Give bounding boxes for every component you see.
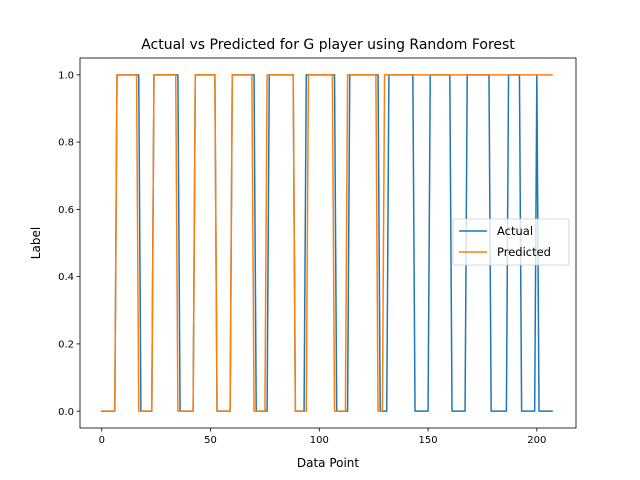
x-tick-label: 100	[310, 435, 329, 446]
series-layer	[101, 74, 553, 412]
chart-title: Actual vs Predicted for G player using R…	[141, 37, 515, 53]
x-tick-label: 0	[99, 435, 105, 446]
x-tick-label: 50	[204, 435, 217, 446]
legend-label-actual: Actual	[497, 224, 533, 238]
y-axis-label: Label	[29, 227, 43, 259]
series-line-actual	[101, 74, 553, 412]
legend-label-predicted: Predicted	[497, 245, 551, 259]
y-tick-label: 0.0	[58, 407, 74, 418]
series-line-predicted	[101, 74, 553, 412]
legend: Actual Predicted	[452, 218, 570, 266]
x-axis-label: Data Point	[297, 456, 360, 470]
x-tick-label: 150	[419, 435, 438, 446]
plot-frame	[79, 57, 577, 429]
y-tick-label: 0.4	[58, 272, 74, 283]
y-axis-ticks: 0.0 0.2 0.4 0.6 0.8 1.0	[58, 70, 80, 418]
y-tick-label: 0.6	[58, 205, 74, 216]
y-tick-label: 0.2	[58, 340, 74, 351]
x-tick-label: 200	[527, 435, 546, 446]
y-tick-label: 1.0	[58, 70, 74, 81]
y-tick-label: 0.8	[58, 138, 74, 149]
x-axis-ticks: 0 50 100 150 200	[99, 428, 546, 446]
